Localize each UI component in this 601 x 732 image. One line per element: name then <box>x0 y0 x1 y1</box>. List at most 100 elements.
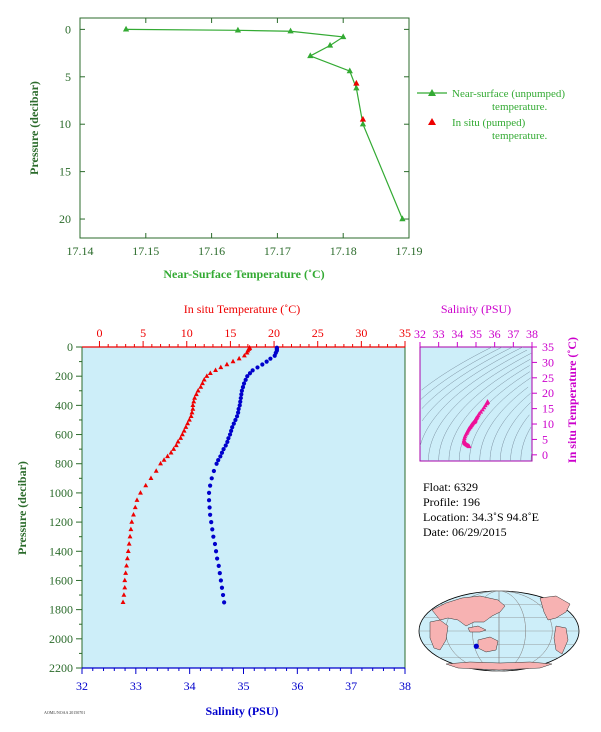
profile-temperature-point <box>198 384 204 389</box>
ts-temp-tick-label: 25 <box>542 371 554 385</box>
profile-temperature-point <box>190 406 196 411</box>
map-land-indonesia <box>467 625 487 633</box>
profile-temperature-point <box>201 377 207 382</box>
profile-temperature-point <box>129 519 135 524</box>
near-surface-legend: Near-surface (unpumped) temperature. In … <box>417 88 565 142</box>
ts-density-contour <box>421 346 493 391</box>
profile-salinity-point <box>217 571 222 576</box>
profile-temp-tick-label: 30 <box>355 326 367 340</box>
near-surface-ticks: 17.14 17.15 17.16 17.17 17.18 17.19 0 5 10 15 20 <box>59 18 423 258</box>
profile-temperature-point <box>122 584 128 590</box>
near-surface-y-axis-label: Pressure (decibar) <box>27 81 41 175</box>
profile-salinity-point <box>237 403 242 408</box>
profile-salinity-point <box>216 457 221 463</box>
profile-chart: 0 5 10 15 20 25 30 35 32 33 34 35 36 37 38 0 200 400 600 80… <box>15 302 411 718</box>
profile-salinity-point <box>218 578 223 583</box>
float-location: Location: 34.3˚S 94.8˚E <box>423 510 539 524</box>
ts-density-contour <box>438 359 531 462</box>
profile-salinity-point <box>219 450 225 455</box>
profile-pressure-tick-label: 1800 <box>49 603 73 617</box>
ts-density-contour <box>421 346 513 409</box>
profile-y-axis-label: Pressure (decibar) <box>15 461 29 555</box>
profile-salinity-point <box>227 432 233 437</box>
ts-point <box>480 407 485 412</box>
ts-density-contour <box>420 346 503 400</box>
profile-temperature-point <box>158 460 164 466</box>
profile-salinity-point <box>207 505 212 510</box>
profile-salinity-point <box>233 417 238 423</box>
profile-pressure-tick-label: 800 <box>55 457 73 471</box>
profile-bottom-axis-label: Salinity (PSU) <box>205 704 278 718</box>
ts-temp-tick-label: 30 <box>542 355 554 369</box>
profile-salinity-point <box>208 512 213 517</box>
profile-salinity-point <box>223 443 228 448</box>
near-surface-point <box>353 84 360 91</box>
profile-pressure-tick-label: 400 <box>55 398 73 412</box>
profile-salinity-point <box>210 527 215 532</box>
profile-temperature-point <box>185 420 191 426</box>
profile-salinity-point <box>209 476 214 481</box>
profile-salinity-point <box>239 388 244 393</box>
profile-salinity-point <box>236 406 241 412</box>
profile-temperature-point <box>207 370 213 375</box>
profile-pressure-tick-label: 0 <box>67 340 73 354</box>
profile-temperature-point <box>191 398 197 404</box>
ts-temp-tick-label: 20 <box>542 386 554 400</box>
ts-temp-tick-label: 0 <box>542 448 548 462</box>
map-land-asia-europe <box>431 595 506 627</box>
profile-salinity-point <box>239 392 244 397</box>
profile-salinity-point <box>243 377 248 382</box>
near-surface-x-tick-label: 17.16 <box>198 244 225 258</box>
profile-pressure-tick-label: 1000 <box>49 486 73 500</box>
ts-marks <box>461 399 490 449</box>
profile-temperature-point <box>178 435 184 440</box>
ts-sal-tick-label: 37 <box>507 327 519 341</box>
profile-temperature-point <box>120 599 126 605</box>
profile-salinity-point <box>206 498 212 503</box>
profile-temp-tick-label: 5 <box>140 326 146 340</box>
profile-marks <box>120 344 279 605</box>
profile-temp-tick-label: 0 <box>96 326 102 340</box>
near-surface-point <box>359 120 367 127</box>
profile-temperature-point <box>121 592 127 597</box>
ts-temp-tick-label: 35 <box>542 340 554 354</box>
profile-temperature-point <box>148 475 154 480</box>
profile-temperature-point <box>175 439 181 444</box>
ts-sal-tick-label: 38 <box>526 327 538 341</box>
profile-temperature-point <box>124 563 129 568</box>
ts-density-contour <box>500 402 531 462</box>
profile-temperature-point <box>125 548 131 553</box>
near-surface-x-tick-label: 17.19 <box>396 244 423 258</box>
near-surface-x-tick-label: 17.14 <box>67 244 94 258</box>
profile-salinity-point <box>212 541 218 547</box>
near-surface-x-tick-label: 17.18 <box>330 244 357 258</box>
profile-number: Profile: 196 <box>423 495 480 509</box>
map-land-north-america <box>539 595 571 621</box>
map-float-marker-layer <box>473 643 479 649</box>
profile-salinity-point <box>245 374 250 379</box>
profile-salinity-point <box>218 454 223 459</box>
near-surface-y-tick-label: 20 <box>59 212 71 226</box>
profile-salinity-point <box>250 368 255 373</box>
profile-salinity-point <box>216 563 221 568</box>
near-surface-point <box>326 41 334 48</box>
map-land-africa <box>429 619 449 651</box>
profile-salinity-point <box>211 534 216 539</box>
profile-salinity-point <box>264 359 269 364</box>
in-situ-point <box>359 115 367 122</box>
near-surface-point <box>399 215 406 222</box>
profile-temperature-point <box>189 409 195 415</box>
profile-temperature-point <box>153 468 159 473</box>
profile-salinity-point <box>234 414 240 419</box>
footer-note: AOML/NOAA 20150701 <box>44 710 85 715</box>
profile-salinity-point <box>221 447 226 452</box>
profile-salinity-point <box>219 585 225 590</box>
legend-label-in-situ-line2: temperature. <box>492 130 548 142</box>
profile-temperature-point <box>128 526 134 532</box>
ts-sal-tick-label: 32 <box>414 327 426 341</box>
profile-temp-tick-label: 20 <box>268 326 280 340</box>
near-surface-point <box>340 33 347 40</box>
profile-sal-tick-label: 33 <box>130 679 142 693</box>
profile-temp-tick-label: 35 <box>399 326 411 340</box>
